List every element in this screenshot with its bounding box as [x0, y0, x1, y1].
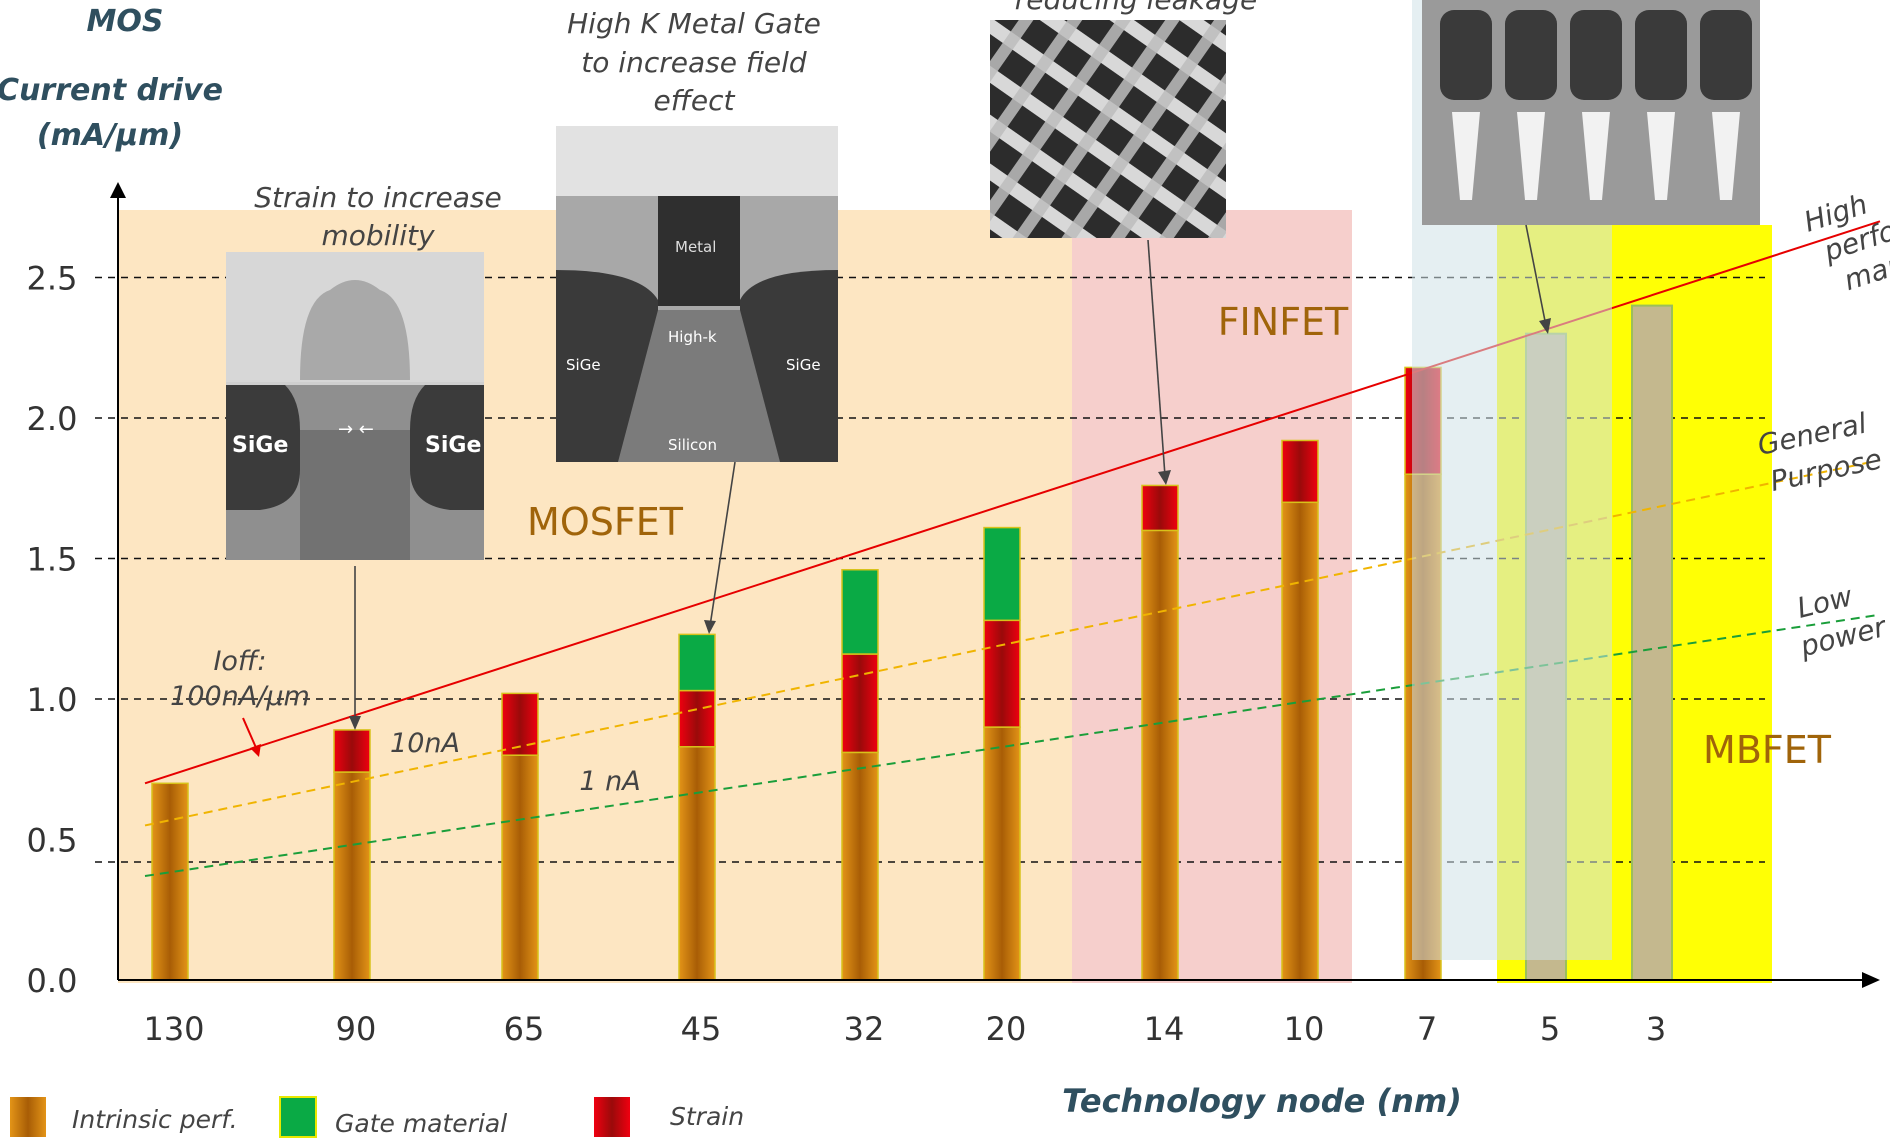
hkmg-metal-label: Metal [675, 238, 716, 256]
strain-image-right-label: SiGe [425, 433, 481, 458]
ioff-caption-line-1: Ioff: [213, 646, 266, 677]
x-tick-label: 10 [1284, 1010, 1325, 1048]
finfet-micrograph [990, 20, 1226, 238]
bar-45-intrinsic-perf- [678, 746, 716, 981]
ioff-pointer-arrow [242, 717, 258, 751]
y-tick-label: 2.0 [27, 400, 78, 438]
y-tick-label: 0.0 [27, 962, 78, 1000]
hkmg-pointer-arrow [709, 461, 736, 627]
compression-arrows-icon: → ← [338, 419, 374, 440]
hkmg-sige-right-label: SiGe [786, 356, 821, 374]
y-tick-label: 2.5 [27, 260, 78, 298]
x-tick-label: 90 [336, 1010, 377, 1048]
svg-text:High perfor mance: High perfor mance [1800, 172, 1890, 304]
mbfet-region-label: MBFET [1703, 728, 1832, 772]
bar-10-strain [1281, 439, 1319, 504]
y-axis-title-line-3: (mA/µm) [37, 118, 183, 153]
bar-14-intrinsic-perf- [1141, 529, 1179, 981]
bar-32-gate-material [841, 568, 879, 655]
bar-45-strain [678, 689, 716, 748]
hkmg-caption-line-1: High K Metal Gate [567, 7, 821, 40]
bar-45-gate-material [678, 633, 716, 692]
strain-micrograph: SiGe SiGe → ← [226, 252, 484, 560]
finfet-region-label: FINFET [1218, 300, 1349, 344]
legend-swatch-gate [279, 1096, 317, 1138]
x-tick-label: 3 [1646, 1010, 1666, 1048]
y-axis-title-line-2: Current drive [0, 73, 223, 108]
y-tick-label: 0.5 [27, 822, 78, 860]
bar-130-intrinsic-perf- [151, 782, 189, 981]
x-tick-label: 45 [681, 1010, 722, 1048]
finfet-caption: reducing leakage [1015, 0, 1257, 16]
mosfet-region-label: MOSFET [527, 500, 684, 544]
x-tick-label: 5 [1540, 1010, 1560, 1048]
x-tick-label: 32 [844, 1010, 885, 1048]
bar-32-strain [841, 653, 879, 754]
legend-swatch-intrinsic [10, 1097, 46, 1137]
finfet-pointer-arrow [1147, 239, 1166, 477]
bar-90-intrinsic-perf- [333, 771, 371, 981]
y-axis-title-line-1: MOS [87, 4, 164, 39]
bar-20-intrinsic-perf- [983, 726, 1021, 981]
bar-14-strain [1141, 484, 1179, 532]
hkmg-sige-left-label: SiGe [566, 356, 601, 374]
bar-32-intrinsic-perf- [841, 751, 879, 981]
strain-caption-line-2: mobility [321, 219, 434, 252]
bar-20-gate-material [983, 526, 1021, 622]
svg-text:General Purpose: General Purpose [1755, 405, 1886, 499]
bar-65-intrinsic-perf- [501, 754, 539, 981]
hkmg-micrograph: Metal High-k SiGe SiGe Silicon [556, 126, 838, 462]
x-tick-label: 14 [1144, 1010, 1185, 1048]
legend-label-gate: Gate material [335, 1109, 507, 1138]
mbfet-micrograph [1412, 0, 1760, 960]
x-tick-label: 130 [143, 1010, 204, 1048]
bar-20-strain [983, 619, 1021, 728]
bar-90-strain [333, 729, 371, 773]
legend-label-intrinsic: Intrinsic perf. [72, 1105, 238, 1134]
hkmg-silicon-label: Silicon [668, 436, 717, 454]
legend: Intrinsic perf. Gate material Strain [10, 1096, 744, 1138]
legend-swatch-strain [594, 1097, 630, 1137]
legend-label-strain: Strain [670, 1102, 744, 1131]
x-tick-label: 20 [986, 1010, 1027, 1048]
y-tick-label: 1.0 [27, 681, 78, 719]
hkmg-caption-line-2: to increase field [581, 46, 807, 79]
y-tick-label: 1.5 [27, 541, 78, 579]
svg-text:Low power: Low power [1787, 573, 1890, 663]
ten-na-label: 10nA [390, 728, 460, 759]
one-na-label: 1 nA [579, 766, 640, 797]
strain-caption-line-1: Strain to increase [254, 181, 502, 214]
bar-10-intrinsic-perf- [1281, 501, 1319, 981]
hkmg-caption-line-3: effect [653, 84, 735, 117]
x-tick-label: 7 [1417, 1010, 1437, 1048]
x-tick-label: 65 [504, 1010, 545, 1048]
ioff-caption-line-2: 100nA/µm [170, 681, 310, 712]
strain-image-left-label: SiGe [232, 433, 288, 458]
mbfet-pointer-arrow [1525, 224, 1547, 327]
bar-3-mbfet [1631, 304, 1673, 982]
hkmg-highk-label: High-k [668, 328, 717, 346]
x-axis-title: Technology node (nm) [1062, 1082, 1462, 1120]
